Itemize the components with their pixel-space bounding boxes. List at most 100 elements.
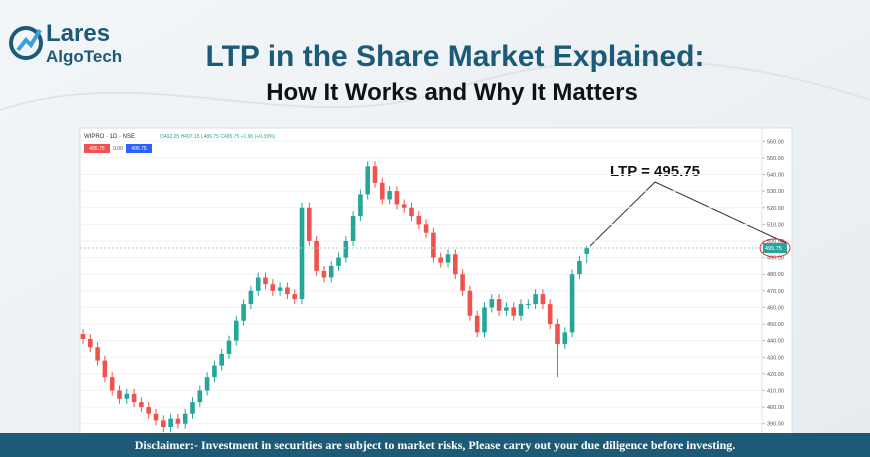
candle-body <box>584 248 589 254</box>
ohlc-text: O492.25 H497.15 L486.75 C495.75 +1.90 (+… <box>160 134 275 140</box>
footer-bar <box>0 433 870 457</box>
candle-body <box>358 194 363 217</box>
candle-body <box>182 413 188 424</box>
candle-body <box>321 270 327 278</box>
badge-text: 495.75 <box>89 146 105 152</box>
candle-body <box>109 377 115 391</box>
candle-body <box>489 299 495 308</box>
candle-body <box>547 304 553 325</box>
candle-body <box>387 191 392 200</box>
candle-body <box>226 340 232 354</box>
candle-body <box>372 166 378 183</box>
candle-body <box>336 257 341 266</box>
plot: 390.00 400.00 410.00 420.00 430.00 440.00 450.… <box>80 139 791 432</box>
y-tick-label: 560.00 <box>767 139 784 145</box>
candle-body <box>234 320 239 341</box>
candle-body <box>190 402 195 414</box>
disclaimer: Disclaimer:- Investment in securities ar… <box>135 438 736 452</box>
candle-body <box>146 407 151 414</box>
candle-body <box>139 402 144 408</box>
candle-body <box>248 290 254 305</box>
badge-text: 495.75 <box>131 146 147 152</box>
candle-body <box>117 390 122 399</box>
candle-body <box>175 418 181 424</box>
candle-body <box>438 257 443 263</box>
candle-body <box>460 274 465 291</box>
candle-body <box>409 207 414 217</box>
logo-arrow <box>16 28 42 52</box>
candle-body <box>533 294 538 305</box>
y-tick-label: 430.00 <box>767 355 784 361</box>
candle-body <box>511 307 516 316</box>
candle-body <box>131 393 137 403</box>
y-tick-label: 420.00 <box>767 372 784 378</box>
y-tick-label: 530.00 <box>767 189 784 195</box>
candle-body <box>416 216 422 225</box>
candle-body <box>299 207 305 300</box>
candle-body <box>168 418 173 428</box>
y-tick-label: 490.00 <box>767 256 784 262</box>
badge-sell <box>84 144 110 153</box>
highlight-ring <box>759 238 791 258</box>
candle-body <box>526 304 531 306</box>
candle-body <box>88 338 93 348</box>
candle-body <box>453 254 458 275</box>
candle-body <box>277 287 283 291</box>
candle-body <box>496 299 502 311</box>
candle-body <box>270 284 276 291</box>
candle-body <box>394 191 400 205</box>
candle-body <box>314 240 319 271</box>
last-price-box <box>763 243 787 254</box>
logo-name: Lares <box>46 20 110 47</box>
badge-text: 0.00 <box>113 146 123 152</box>
candle-body <box>161 420 166 428</box>
y-tick-label: 400.00 <box>767 405 784 411</box>
candle-body <box>423 224 429 233</box>
candle-body <box>380 182 385 200</box>
bg-curve <box>0 59 870 111</box>
annotation: LTP = 495.75 <box>610 163 700 180</box>
candle-body <box>431 232 436 258</box>
candle-body <box>518 304 524 316</box>
candle-body <box>153 413 159 421</box>
candle-body <box>555 324 560 344</box>
y-tick-label: 470.00 <box>767 289 784 295</box>
candle-body <box>445 254 451 263</box>
candle-body <box>569 274 575 333</box>
candle-body <box>401 204 407 208</box>
subtitle: How It Works and Why It Matters <box>266 79 638 106</box>
logo-ring <box>9 26 43 60</box>
y-tick-label: 500.00 <box>767 239 784 245</box>
candle-body <box>562 332 568 344</box>
candle-body <box>540 294 546 305</box>
candle-body <box>212 365 217 378</box>
candle-body <box>365 166 370 195</box>
candle-body <box>124 393 130 399</box>
y-tick-label: 510.00 <box>767 222 784 228</box>
y-tick-label: 440.00 <box>767 339 784 345</box>
candle-body <box>577 260 582 275</box>
last-price-label: 495.75 <box>765 246 782 252</box>
y-tick-label: 550.00 <box>767 156 784 162</box>
candle-body <box>285 287 290 295</box>
candle-body <box>482 307 487 333</box>
y-tick-label: 520.00 <box>767 206 784 212</box>
candle-body <box>474 315 480 333</box>
y-tick-label: 390.00 <box>767 422 784 428</box>
symbol: WIPRO · 1D · NSE <box>84 134 135 140</box>
candle-body <box>504 307 509 311</box>
chart-panel <box>79 127 793 435</box>
candle-body <box>241 304 246 321</box>
y-tick-label: 480.00 <box>767 272 784 278</box>
y-tick-label: 410.00 <box>767 388 784 394</box>
y-tick-label: 540.00 <box>767 173 784 179</box>
logo: Lares AlgoTech <box>9 20 122 66</box>
candle-body <box>350 216 356 241</box>
candle-body <box>263 277 268 285</box>
candle-body <box>467 290 473 316</box>
candle-body <box>255 277 261 291</box>
candle-body <box>343 240 349 258</box>
title: LTP in the Share Market Explained: <box>205 40 704 73</box>
candle-body <box>102 360 108 378</box>
candle-body <box>197 390 203 403</box>
